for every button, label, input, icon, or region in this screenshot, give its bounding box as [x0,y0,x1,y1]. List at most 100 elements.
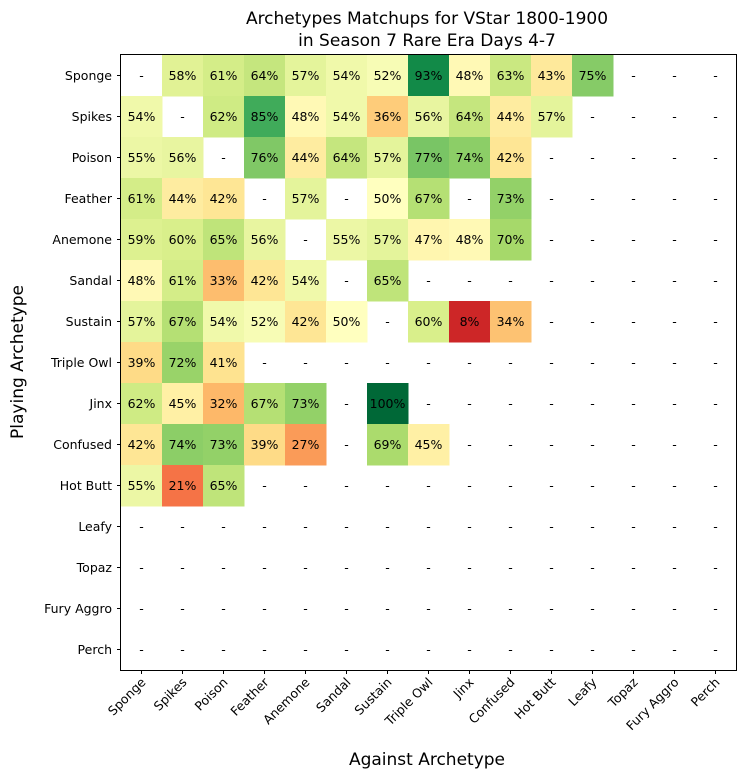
heatmap-cell [121,96,163,138]
cell-label: - [631,232,636,247]
cell-label: - [549,437,554,452]
heatmap-cell [326,55,368,97]
cell-label: - [467,396,472,411]
cell-label: - [344,273,349,288]
cell-label: 64% [456,109,484,124]
cell-label: - [631,273,636,288]
cell-label: - [672,560,677,575]
cell-label: 48% [456,232,484,247]
cell-label: - [713,437,718,452]
cell-label: 55% [128,150,156,165]
cell-label: 100% [370,396,406,411]
cell-label: 67% [169,314,197,329]
heatmap-cell [121,301,163,343]
cell-label: 42% [128,437,156,452]
heatmap-cell [408,424,450,466]
cell-label: 73% [210,437,238,452]
cell-label: - [467,601,472,616]
heatmap-cell [121,424,163,466]
cell-label: - [549,396,554,411]
cell-label: - [631,519,636,534]
cell-label: 57% [374,150,402,165]
heatmap-cell [490,301,532,343]
cell-label: - [344,396,349,411]
cell-label: - [303,601,308,616]
cell-label: - [344,437,349,452]
cell-label: - [508,355,513,370]
cell-label: - [631,437,636,452]
heatmap-cell [203,96,245,138]
heatmap-cell [285,383,327,425]
cell-label: 42% [251,273,279,288]
x-tick-label: Sandal [313,675,354,716]
cell-label: 85% [251,109,279,124]
cell-label: - [713,560,718,575]
heatmap-cell [408,178,450,220]
cell-label: - [672,68,677,83]
cell-label: - [385,314,390,329]
cell-label: 54% [210,314,238,329]
heatmap-cell [367,55,409,97]
cell-label: - [672,519,677,534]
cell-label: - [426,478,431,493]
cell-label: - [590,150,595,165]
heatmap-cell [449,301,491,343]
cell-label: - [467,273,472,288]
cell-label: 52% [251,314,279,329]
cell-label: - [385,519,390,534]
y-tick-label: Spikes [72,109,112,124]
cell-label: 93% [415,68,443,83]
cell-label: 74% [169,437,197,452]
heatmap-cell [244,137,286,179]
y-tick-label: Leafy [78,519,112,534]
cell-label: - [221,519,226,534]
cell-label: 75% [579,68,607,83]
cell-label: - [590,191,595,206]
cell-label: 61% [169,273,197,288]
cell-label: 64% [333,150,361,165]
cell-label: - [713,396,718,411]
heatmap-cell [244,96,286,138]
cell-label: - [303,519,308,534]
cell-label: - [631,150,636,165]
heatmap-cell [490,219,532,261]
cell-label: - [426,601,431,616]
y-tick-label: Topaz [76,560,113,575]
cell-label: - [672,109,677,124]
heatmap-cell [121,137,163,179]
y-tick-label: Jinx [89,396,112,411]
heatmap-cell [203,424,245,466]
y-tick-label: Feather [64,191,112,206]
heatmap-cell [285,178,327,220]
heatmap-cell [490,178,532,220]
heatmap-cell [408,96,450,138]
x-tick-label: Sponge [105,674,149,718]
cell-label: - [508,560,513,575]
cell-label: - [426,273,431,288]
heatmap-cell [244,55,286,97]
heatmap-cell [449,219,491,261]
heatmap-cell [367,178,409,220]
cell-label: - [713,273,718,288]
cell-label: - [590,109,595,124]
cell-label: 41% [210,355,238,370]
cell-label: - [713,478,718,493]
y-tick-label: Confused [53,437,112,452]
cell-label: - [549,355,554,370]
cell-label: 63% [497,68,525,83]
cell-label: 44% [497,109,525,124]
cell-label: 67% [415,191,443,206]
cell-label: - [467,191,472,206]
cell-label: - [631,642,636,657]
cell-label: 57% [128,314,156,329]
y-tick-label: Sponge [65,68,112,83]
cell-label: - [590,478,595,493]
heatmap-cell [121,219,163,261]
y-axis-label: Playing Archetype [8,285,28,439]
cell-label: - [180,601,185,616]
x-tick-label: Leafy [565,674,600,709]
heatmap-cell [367,137,409,179]
y-tick-label: Hot Butt [60,478,112,493]
